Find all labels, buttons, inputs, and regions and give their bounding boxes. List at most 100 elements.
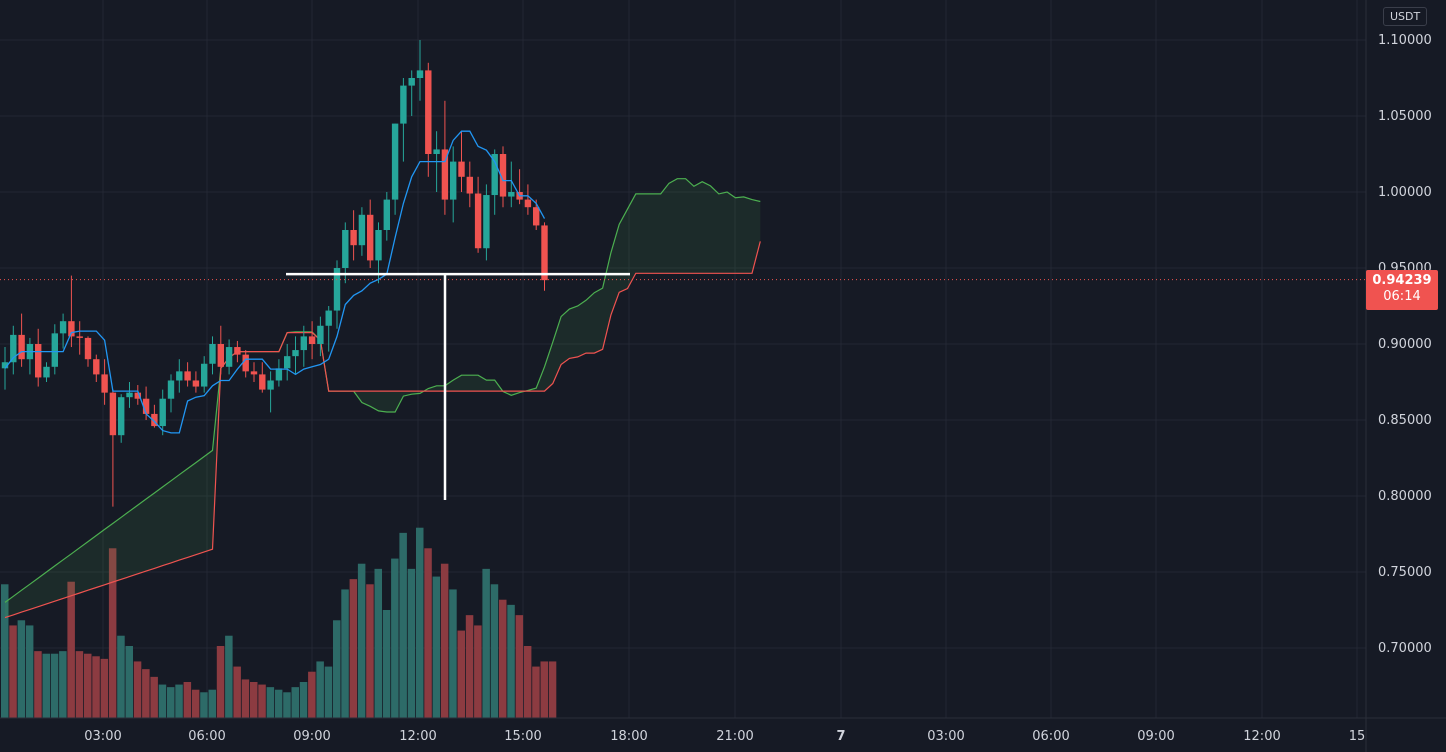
volume-bar [366, 584, 374, 718]
y-tick-label: 0.90000 [1378, 337, 1432, 352]
cloud-fill [5, 178, 761, 618]
candle-body [209, 344, 216, 364]
volume-bar [299, 682, 308, 718]
candle-body [408, 78, 415, 86]
x-tick-label: 15:00 [504, 729, 541, 744]
volume-bar [399, 532, 407, 718]
x-tick-label: 03:00 [927, 729, 964, 744]
volume-bar [291, 687, 299, 718]
volume-bar [482, 568, 490, 718]
candle-body [308, 336, 316, 344]
candle-body [466, 176, 473, 194]
volume-bar [108, 548, 117, 718]
y-tick-label: 0.70000 [1378, 641, 1432, 656]
volume-bar [465, 615, 474, 718]
candle-body [142, 398, 150, 414]
volume-bar [42, 653, 50, 718]
y-tick-label: 0.80000 [1378, 489, 1432, 504]
candle-body [35, 344, 42, 378]
volume-bar [440, 563, 449, 718]
candle-body [59, 321, 67, 334]
volume-bar [59, 651, 67, 718]
volume-bar [9, 625, 17, 718]
volume-bar [50, 653, 59, 718]
candle-body [51, 333, 58, 367]
candle-body [267, 380, 274, 390]
grid-lines [0, 0, 1366, 718]
candle-body [176, 371, 183, 381]
leading-span-a [4, 178, 761, 603]
candle-body [10, 334, 17, 363]
candle-body [109, 392, 117, 436]
candle-body [93, 359, 100, 375]
volume-bar [191, 689, 200, 718]
x-tick-label: 21:00 [716, 729, 753, 744]
volume-bar [233, 666, 241, 718]
candle-body [524, 199, 532, 208]
candle-body [167, 380, 175, 399]
volume-bar [1, 584, 9, 718]
candle-body [300, 336, 307, 351]
y-tick-label: 0.75000 [1378, 565, 1432, 580]
volume-bar [333, 620, 341, 718]
volume-bar [424, 548, 432, 718]
leading-span-b [4, 241, 761, 619]
candle-body [275, 368, 283, 381]
volume-bar [183, 682, 192, 718]
volume-bar [67, 581, 75, 718]
indicator-lines [0, 130, 1366, 500]
volume-bar [125, 646, 133, 718]
volume-bar [283, 692, 291, 718]
volume-bar [274, 689, 283, 718]
volume-bar [540, 661, 548, 718]
candle-body [201, 363, 208, 387]
volume-bar [349, 579, 358, 718]
candle-body [43, 366, 50, 378]
volume-bar [490, 584, 499, 718]
volume-bar [117, 635, 125, 718]
plot-area [0, 0, 1366, 718]
volume-bar [142, 669, 150, 718]
x-tick-label: 03:00 [84, 729, 121, 744]
candle-body [483, 195, 490, 249]
volume-bar [457, 630, 465, 718]
candle-body [259, 374, 266, 390]
x-tick-label: 06:00 [1032, 729, 1069, 744]
candle-body [533, 207, 540, 226]
volume-bar [225, 635, 233, 718]
volume-bar [84, 653, 92, 718]
candle-body [541, 225, 548, 281]
candle-body [425, 70, 432, 154]
volume-bar [341, 589, 349, 718]
volume-bar [523, 646, 532, 718]
candle-body [441, 149, 449, 200]
candle-body [284, 356, 291, 369]
y-tick-label: 1.10000 [1378, 33, 1432, 48]
candle-body [192, 380, 200, 387]
x-tick-label: 09:00 [293, 729, 330, 744]
y-tick-label: 0.85000 [1378, 413, 1432, 428]
volume-bar [92, 656, 100, 718]
volume-bar [133, 661, 142, 718]
x-tick-label: 15 [1349, 729, 1366, 744]
volume-bar [241, 679, 250, 718]
candle-body [101, 374, 108, 393]
candle-body [234, 347, 241, 355]
volume-bar [200, 692, 208, 718]
volume-bar [17, 620, 26, 718]
volume-bar [316, 661, 324, 718]
volume-bar [515, 615, 524, 718]
candle-body [433, 149, 440, 154]
volume-bar [175, 684, 183, 718]
volume-bar [374, 568, 382, 718]
volume-bar [532, 666, 540, 718]
currency-badge[interactable]: USDT [1383, 7, 1428, 26]
x-tick-label: 09:00 [1137, 729, 1174, 744]
volume-bar [357, 563, 366, 718]
volume-bar [25, 625, 34, 718]
candle-body [250, 371, 258, 375]
ichimoku-cloud [4, 178, 761, 619]
candle-body [383, 199, 390, 230]
